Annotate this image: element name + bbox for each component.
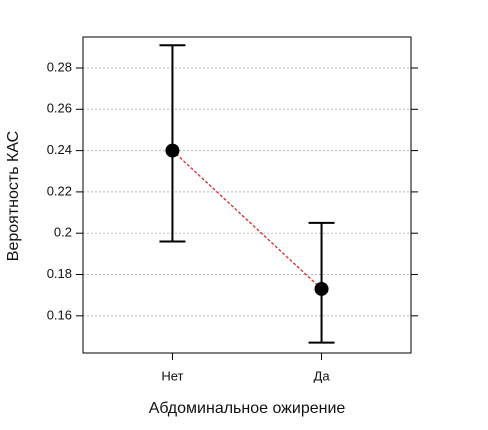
- point: [165, 143, 180, 158]
- y-tick-label: 0.28: [47, 59, 72, 74]
- x-tick-label: Нет: [161, 368, 183, 383]
- y-tick-label: 0.22: [47, 183, 72, 198]
- x-axis-title: Абдоминальное ожирение: [149, 400, 346, 417]
- y-tick-label: 0.2: [54, 225, 72, 240]
- y-tick-label: 0.18: [47, 266, 72, 281]
- plot-frame: [82, 36, 412, 354]
- y-axis-title: Вероятность КАС: [5, 131, 22, 261]
- y-tick-label: 0.24: [47, 142, 72, 157]
- y-tick-label: 0.26: [47, 101, 72, 116]
- x-tick-label: Да: [314, 368, 331, 383]
- point: [314, 281, 329, 296]
- trend-line: [172, 150, 322, 290]
- y-tick-label: 0.16: [47, 307, 72, 322]
